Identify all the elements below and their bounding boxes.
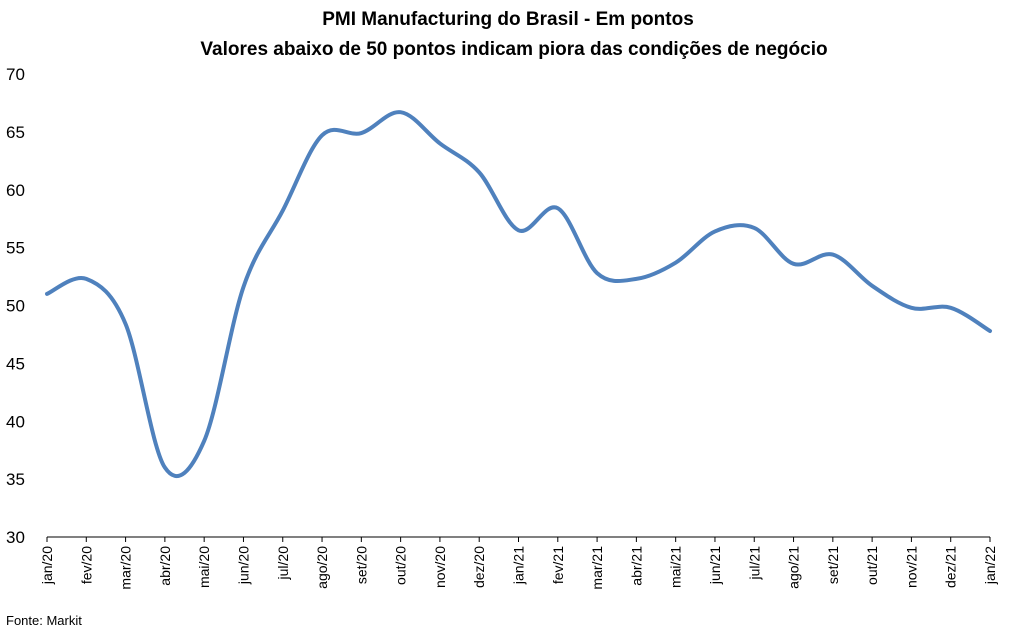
- data-point: [595, 271, 599, 275]
- x-tick-label: abr/20: [157, 546, 173, 586]
- data-point: [399, 110, 403, 114]
- x-tick-label: mai/21: [668, 546, 684, 588]
- y-tick-label: 45: [6, 354, 25, 373]
- chart-title: PMI Manufacturing do Brasil - Em pontos: [322, 9, 694, 30]
- data-point: [674, 261, 678, 265]
- data-point: [281, 209, 285, 213]
- x-tick-label: fev/21: [550, 546, 566, 584]
- y-tick-label: 60: [6, 181, 25, 200]
- y-axis-ticks: 70 65 60 55 50 45 40 35 30: [6, 65, 25, 547]
- y-tick-label: 30: [6, 528, 25, 547]
- data-point: [477, 170, 481, 174]
- x-tick-label: out/21: [864, 546, 880, 585]
- data-point: [831, 253, 835, 257]
- x-tick-label: jun/21: [707, 546, 723, 585]
- data-point: [949, 306, 953, 310]
- series-points: [45, 110, 992, 469]
- x-tick-label: fev/20: [78, 546, 94, 584]
- data-point: [792, 262, 796, 266]
- data-point: [320, 133, 324, 137]
- data-point: [202, 439, 206, 443]
- x-tick-label: jan/22: [982, 546, 998, 585]
- data-point: [163, 466, 167, 470]
- x-tick-label: mar/21: [589, 546, 605, 590]
- x-tick-label: abr/21: [628, 546, 644, 586]
- data-point: [909, 306, 913, 310]
- x-tick-label: set/21: [825, 546, 841, 584]
- series-line: [45, 110, 992, 478]
- y-tick-label: 35: [6, 470, 25, 489]
- y-tick-label: 70: [6, 65, 25, 84]
- x-tick-label: jul/21: [746, 546, 762, 581]
- x-tick-label: ago/20: [314, 546, 330, 589]
- chart-subtitle: Valores abaixo de 50 pontos indicam pior…: [200, 39, 827, 60]
- data-point: [359, 131, 363, 135]
- y-tick-label: 65: [6, 123, 25, 142]
- x-tick-label: set/20: [353, 546, 369, 584]
- data-point: [45, 292, 49, 296]
- x-tick-label: ago/21: [786, 546, 802, 589]
- x-tick-label: dez/21: [943, 546, 959, 588]
- x-tick-label: mai/20: [196, 546, 212, 588]
- x-tick-label: mar/20: [118, 546, 134, 590]
- y-tick-label: 40: [6, 412, 25, 431]
- x-tick-label: jun/20: [235, 546, 251, 585]
- x-tick-label: jul/20: [275, 546, 291, 581]
- data-point: [634, 277, 638, 281]
- data-point: [713, 229, 717, 233]
- data-point: [752, 226, 756, 230]
- x-tick-label: jan/20: [39, 546, 55, 585]
- data-point: [870, 284, 874, 288]
- x-axis-ticks: jan/20 fev/20 mar/20 abr/20 mai/20 jun/20 jul/…: [39, 537, 998, 590]
- y-tick-label: 50: [6, 297, 25, 316]
- data-point: [556, 206, 560, 210]
- data-point: [124, 322, 128, 326]
- x-tick-label: nov/20: [432, 546, 448, 588]
- data-point: [241, 285, 245, 289]
- data-point: [84, 277, 88, 281]
- source-note: Fonte: Markit: [6, 613, 82, 628]
- data-point: [988, 329, 992, 333]
- data-point: [438, 141, 442, 145]
- y-tick-label: 55: [6, 239, 25, 258]
- x-tick-label: jan/21: [511, 546, 527, 585]
- data-point: [517, 228, 521, 232]
- x-tick-label: dez/20: [471, 546, 487, 588]
- x-tick-label: out/20: [393, 546, 409, 585]
- x-tick-label: nov/21: [903, 546, 919, 588]
